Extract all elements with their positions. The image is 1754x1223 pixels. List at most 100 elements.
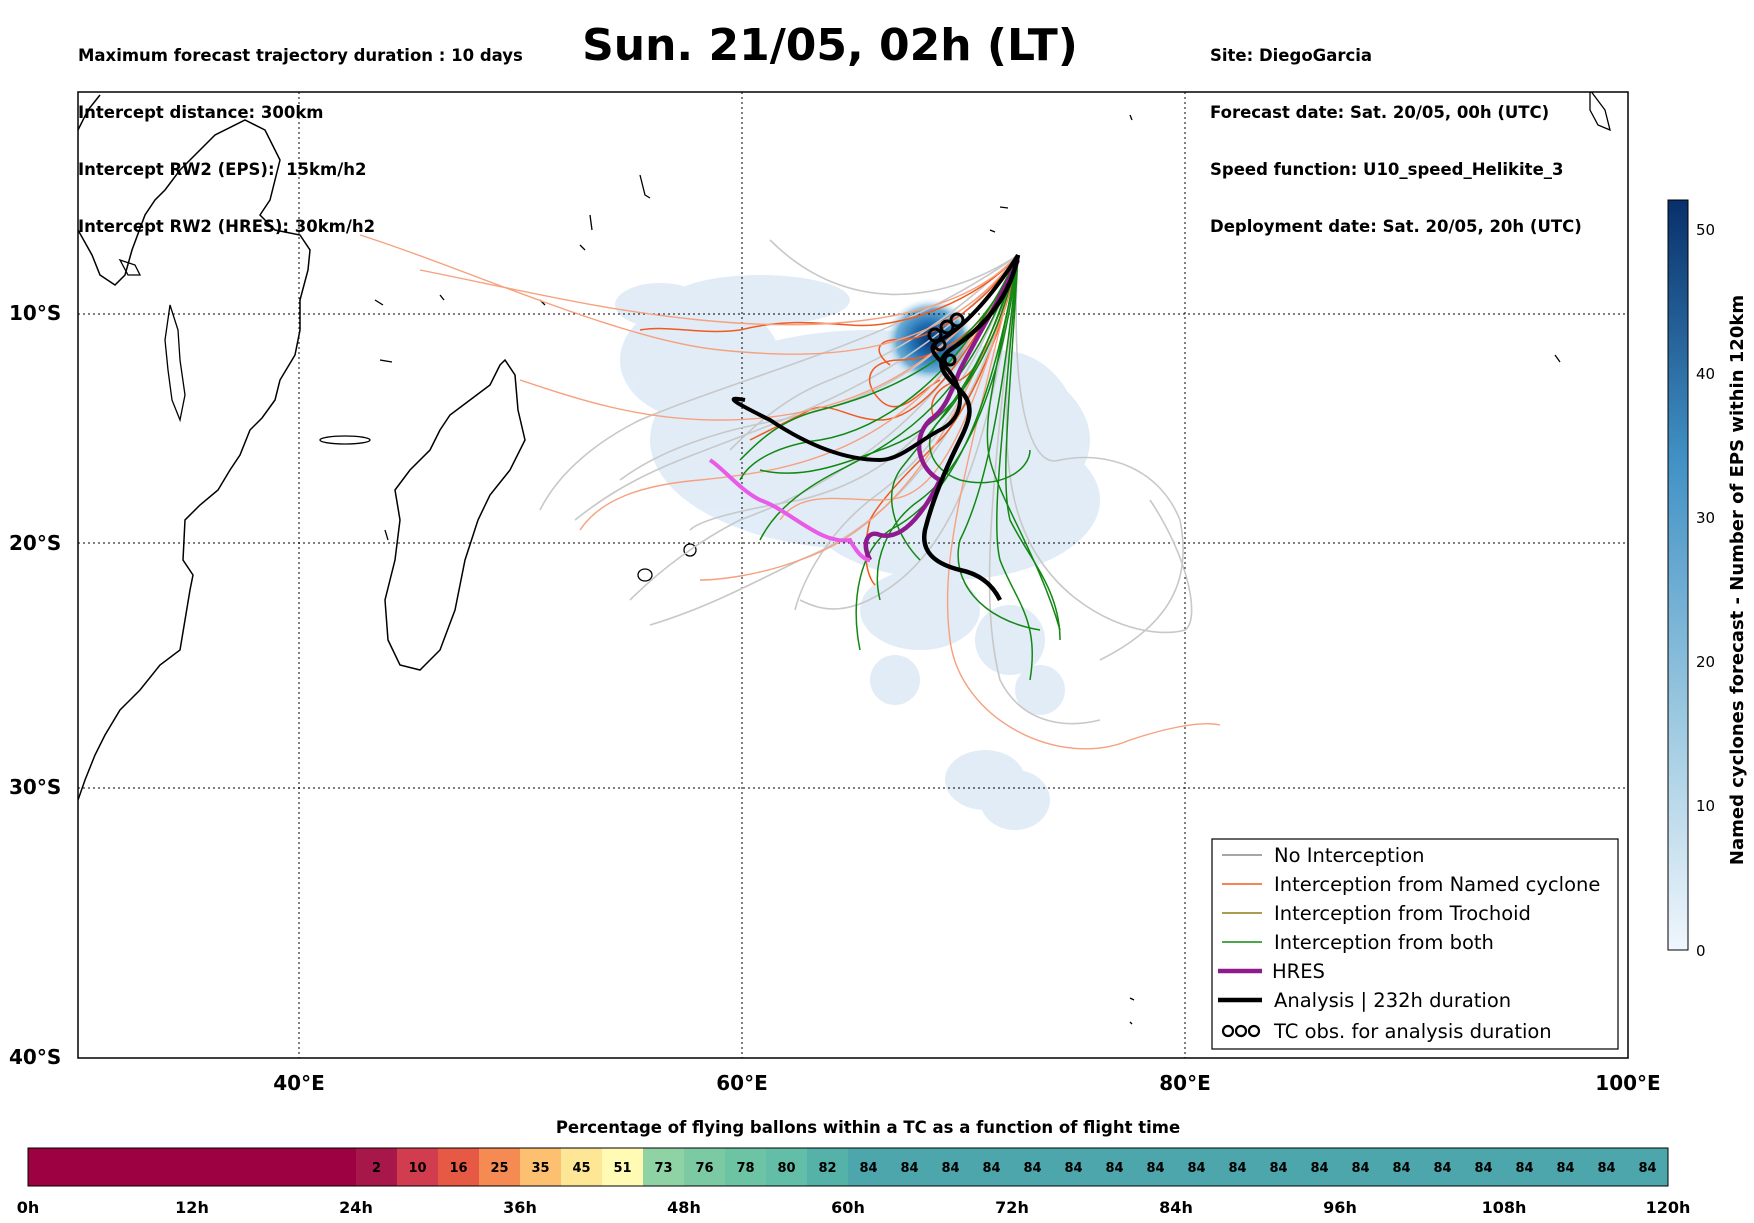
flight-time-cell-value: 84 — [1023, 1161, 1041, 1176]
hres-trajectory — [863, 259, 1021, 562]
flight-time-cell — [684, 1148, 726, 1186]
flight-time-cell-value: 84 — [1556, 1161, 1574, 1176]
flight-time-cell-value: 2 — [372, 1161, 381, 1176]
lat-label: 10°S — [9, 301, 61, 325]
flight-time-cell — [1586, 1148, 1628, 1186]
lon-label: 40°E — [273, 1071, 325, 1095]
flight-time-cell — [1463, 1148, 1505, 1186]
flight-time-cell-value: 51 — [613, 1161, 631, 1176]
flight-time-cell-value: 84 — [941, 1161, 959, 1176]
flight-time-cell — [1053, 1148, 1095, 1186]
flight-time-label: 108h — [1482, 1198, 1527, 1217]
cyclone-symbol-icon — [1221, 1024, 1261, 1038]
flight-time-cell — [889, 1148, 931, 1186]
colorbar-tick: 0 — [1696, 942, 1706, 960]
flight-time-cell — [1340, 1148, 1382, 1186]
flight-time-cell-value: 80 — [777, 1161, 795, 1176]
flight-time-cell — [69, 1148, 111, 1186]
colorbar-gradient — [1667, 199, 1689, 951]
lat-label: 40°S — [9, 1045, 61, 1069]
flight-time-cell — [274, 1148, 316, 1186]
density-colorbar: 0 10 20 30 40 50 Named cyclones forecast… — [1667, 199, 1748, 960]
analysis-track — [921, 254, 1021, 602]
flight-time-cell — [479, 1148, 521, 1186]
flight-time-cell — [1094, 1148, 1136, 1186]
flight-time-cell — [233, 1148, 275, 1186]
colorbar-tick: 10 — [1696, 797, 1715, 815]
flight-time-label: 36h — [503, 1198, 537, 1217]
flight-time-cell — [520, 1148, 562, 1186]
colorbar-label: Named cyclones forecast - Number of EPS … — [1727, 295, 1748, 865]
flight-time-cell — [1012, 1148, 1054, 1186]
flight-time-cell-value: 25 — [490, 1161, 508, 1176]
coastline-madagascar — [384, 358, 526, 671]
flight-time-cell — [1627, 1148, 1669, 1186]
coastline-islands — [118, 92, 1611, 1025]
flight-time-label: 96h — [1323, 1198, 1357, 1217]
legend-label: Interception from both — [1274, 931, 1494, 954]
flight-time-cell-value: 84 — [982, 1161, 1000, 1176]
lon-label: 100°E — [1595, 1071, 1660, 1095]
lon-label: 60°E — [716, 1071, 768, 1095]
header-left-line: Intercept RW2 (EPS): 15km/h2 — [78, 160, 367, 179]
legend-label: No Interception — [1274, 844, 1425, 867]
colorbar-ticks: 0 10 20 30 40 50 — [1696, 221, 1715, 960]
flight-time-label: 12h — [175, 1198, 209, 1217]
map-title: Sun. 21/05, 02h (LT) — [582, 20, 1078, 71]
flight-time-cell — [1381, 1148, 1423, 1186]
flight-time-cell — [315, 1148, 357, 1186]
flight-time-label: 24h — [339, 1198, 373, 1217]
header-right-line: Site: DiegoGarcia — [1210, 46, 1373, 65]
flight-time-cell — [1217, 1148, 1259, 1186]
flight-time-cell — [110, 1148, 152, 1186]
header-left-line: Intercept distance: 300km — [78, 103, 324, 122]
header-right-line: Speed function: U10_speed_Helikite_3 — [1210, 160, 1564, 179]
flight-time-cell — [356, 1148, 398, 1186]
lat-axis: 10°S 20°S 30°S 40°S — [9, 301, 61, 1069]
flight-time-cell — [643, 1148, 685, 1186]
flight-time-label: 0h — [17, 1198, 40, 1217]
flight-time-cell — [561, 1148, 603, 1186]
legend-label: TC obs. for analysis duration — [1273, 1020, 1552, 1043]
legend-label: HRES — [1272, 960, 1325, 983]
legend-label: Interception from Trochoid — [1274, 902, 1531, 925]
gridlines — [78, 92, 1628, 1058]
header-right-line: Forecast date: Sat. 20/05, 00h (UTC) — [1210, 103, 1550, 122]
flight-time-cell-value: 73 — [654, 1161, 672, 1176]
bottom-bar-title: Percentage of flying ballons within a TC… — [556, 1118, 1180, 1137]
flight-time-cell-value: 84 — [1474, 1161, 1492, 1176]
legend-label: Interception from Named cyclone — [1274, 873, 1600, 896]
legend: No Interception Interception from Named … — [1211, 838, 1619, 1050]
flight-time-cell-value: 84 — [1392, 1161, 1410, 1176]
flight-time-label: 48h — [667, 1198, 701, 1217]
flight-time-cell — [28, 1148, 70, 1186]
flight-time-label: 72h — [995, 1198, 1029, 1217]
colorbar-tick: 30 — [1696, 509, 1715, 527]
flight-time-bar: 2 10 16 25 35 45 51 73 76 78 80 82 84 84 84 84 84 84 84 84 8… — [27, 1147, 1669, 1187]
colorbar-tick: 20 — [1696, 653, 1715, 671]
legend-label: Analysis | 232h duration — [1274, 989, 1511, 1012]
flight-time-cell-value: 84 — [1105, 1161, 1123, 1176]
flight-time-cell — [725, 1148, 767, 1186]
flight-time-cell-value: 84 — [1597, 1161, 1615, 1176]
flight-time-cell-value: 84 — [1433, 1161, 1451, 1176]
lat-label: 30°S — [9, 775, 61, 799]
flight-time-cell-value: 78 — [736, 1161, 754, 1176]
flight-time-label: 84h — [1159, 1198, 1193, 1217]
flight-time-labels: 0h 12h 24h 36h 48h 60h 72h 84h 96h 108h 120h — [17, 1198, 1691, 1217]
map-frame — [77, 91, 1629, 1059]
header-left-line: Maximum forecast trajectory duration : 1… — [78, 46, 523, 65]
lon-axis: 40°E 60°E 80°E 100°E — [273, 1071, 1660, 1095]
lat-label: 20°S — [9, 531, 61, 555]
flight-time-cell — [397, 1148, 439, 1186]
header-right: Site: DiegoGarcia Forecast date: Sat. 20… — [1210, 8, 1582, 255]
flight-time-cell — [1176, 1148, 1218, 1186]
flight-time-cell-value: 84 — [1638, 1161, 1656, 1176]
flight-time-cell-value: 84 — [900, 1161, 918, 1176]
flight-time-label: 60h — [831, 1198, 865, 1217]
flight-time-cell-value: 45 — [572, 1161, 590, 1176]
flight-time-cell — [1504, 1148, 1546, 1186]
flight-time-cell — [848, 1148, 890, 1186]
map-area — [78, 92, 1628, 1058]
